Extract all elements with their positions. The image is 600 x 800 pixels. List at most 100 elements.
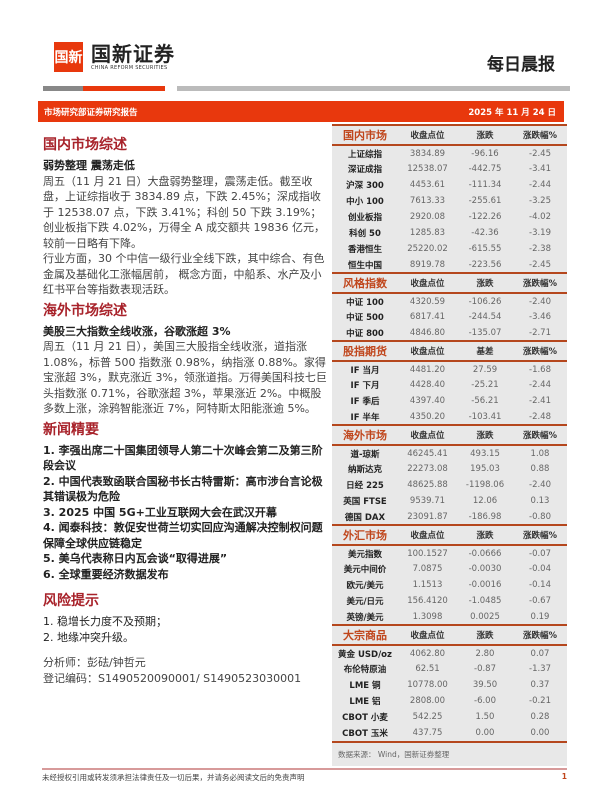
table-row: 英国 FTSE 9539.71 12.06 0.13: [332, 493, 567, 509]
cell-value: 62.51: [415, 664, 440, 674]
cell-value: 493.15: [470, 448, 500, 459]
index-name: CBOT 小麦: [342, 713, 388, 723]
table-row: 德国 DAX 23091.87 -186.98 -0.80: [332, 509, 567, 525]
news-item: 2. 中国代表致函联合国秘书长古特雷斯：高市涉台言论极其错误极为危险: [43, 474, 323, 504]
cell-value: -244.54: [468, 312, 502, 322]
index-name: 沪深 300: [346, 181, 384, 191]
cell-value: -0.04: [529, 564, 551, 574]
column-header: 涨跌: [457, 424, 513, 446]
cell-value: -96.16: [471, 148, 499, 159]
cell-value: 3834.89: [409, 148, 446, 159]
cell-value: 6817.41: [409, 312, 446, 322]
cell-value: -186.98: [468, 511, 502, 522]
section-name: 外汇市场: [332, 524, 398, 546]
index-name: 英国 FTSE: [343, 497, 387, 507]
cell-value: -2.71: [529, 327, 551, 338]
cell-value: -111.34: [468, 180, 502, 190]
news-item: 3. 2025 中国 5G+工业互联网大会在武汉开幕: [43, 505, 277, 519]
banner-label: 市场研究部证券研究报告: [44, 107, 138, 118]
cell-value: -0.21: [529, 696, 551, 706]
cell-value: 10778.00: [407, 680, 448, 690]
cell-value: 0.0025: [470, 611, 500, 622]
column-header: 涨跌幅%: [513, 524, 567, 546]
index-name: 美元中间价: [343, 565, 387, 575]
column-header: 涨跌幅%: [513, 424, 567, 446]
index-name: IF 季后: [350, 397, 380, 407]
cell-value: -2.44: [529, 180, 551, 190]
section-header-row: 大宗商品 收盘点位 涨跌 涨跌幅%: [332, 624, 567, 646]
section-name: 风格指数: [332, 272, 398, 294]
cell-value: -4.02: [529, 212, 551, 222]
column-header: 涨跌: [457, 272, 513, 294]
index-name: 中证 800: [346, 328, 384, 339]
cell-value: -1.68: [529, 364, 551, 375]
company-name: 国新证券: [91, 42, 175, 66]
section-subtitle: 弱势整理 震荡走低: [43, 159, 135, 172]
footer: 未经授权引用或转发须承担法律责任及一切后果，并请务必阅读文后的免责声明 1: [42, 772, 567, 783]
column-header: 基差: [457, 340, 513, 362]
cell-value: 0.88: [530, 464, 550, 474]
page-number: 1: [561, 772, 567, 781]
cell-value: 1.50: [475, 712, 495, 722]
paragraph: 行业方面，30 个中信一级行业全线下跌，其中综合、有色金属及基础化工涨幅居前， …: [43, 252, 325, 296]
paragraph: 周五（11 月 21 日），美国三大股指全线收涨，道指涨 1.08%，标普 50…: [43, 340, 327, 415]
cell-value: 0.37: [530, 680, 550, 690]
section-header-row: 股指期货 收盘点位 基差 涨跌幅%: [332, 340, 567, 362]
cell-value: -255.61: [468, 196, 502, 206]
section-header-row: 风格指数 收盘点位 涨跌 涨跌幅%: [332, 272, 567, 294]
cell-value: 0.00: [530, 728, 550, 738]
market-data-panel: 国内市场 收盘点位 涨跌 涨跌幅% 上证综指 3834.89 -96.16 -2.45 深证成指…: [332, 124, 567, 766]
cell-value: 2808.00: [409, 696, 446, 706]
cell-value: 4428.40: [409, 380, 446, 390]
index-name: 纳斯达克: [347, 465, 382, 475]
disclaimer: 未经授权引用或转发须承担法律责任及一切后果，并请务必阅读文后的免责声明: [42, 773, 305, 782]
cell-value: -3.25: [529, 196, 551, 206]
cell-value: -42.36: [471, 228, 499, 238]
table-row: 日经 225 48625.88 -1198.06 -2.40: [332, 477, 567, 493]
index-name: 深证成指: [347, 165, 382, 175]
section-header-row: 国内市场 收盘点位 涨跌 涨跌幅%: [332, 124, 567, 146]
column-header: 收盘点位: [398, 524, 457, 546]
table-row: LME 铝 2808.00 -6.00 -0.21: [332, 693, 567, 709]
table-row: 美元中间价 7.0875 -0.0030 -0.04: [332, 561, 567, 577]
cell-value: 156.4120: [407, 596, 448, 606]
table-row: 沪深 300 4453.61 -111.34 -2.44: [332, 177, 567, 193]
section-title: 风险提示: [43, 593, 99, 609]
table-row: 英镑/美元 1.3098 0.0025 0.19: [332, 609, 567, 625]
table-row: 上证综指 3834.89 -96.16 -2.45: [332, 145, 567, 161]
index-name: IF 半年: [350, 412, 380, 423]
section-title: 海外市场综述: [43, 302, 127, 319]
index-name: LME 铝: [349, 697, 381, 707]
cell-value: -122.26: [468, 212, 502, 222]
cell-value: -106.26: [468, 296, 502, 307]
section-title: 国内市场综述: [43, 137, 127, 153]
table-row: 科创 50 1285.83 -42.36 -3.19: [332, 225, 567, 241]
table-row: IF 季后 4397.40 -56.21 -2.41: [332, 393, 567, 409]
section-header-row: 海外市场 收盘点位 涨跌 涨跌幅%: [332, 424, 567, 446]
table-row: IF 半年 4350.20 -103.41 -2.48: [332, 409, 567, 425]
column-header: 涨跌幅%: [513, 624, 567, 646]
report-type: 每日晨报: [487, 55, 555, 75]
news-item: 4. 闻泰科技：敦促安世荷兰切实回应沟通解决控制权问题 保障全球供应链稳定: [43, 521, 323, 550]
cell-value: 39.50: [472, 680, 498, 690]
cell-value: -0.0016: [468, 580, 502, 590]
cell-value: -1.37: [529, 664, 551, 674]
table-row: 中证 100 4320.59 -106.26 -2.40: [332, 293, 567, 309]
cell-value: 4846.80: [409, 327, 446, 338]
cell-value: 1.3098: [412, 611, 443, 622]
table-row: 道-琼斯 46245.41 493.15 1.08: [332, 445, 567, 461]
cell-value: 0.13: [530, 496, 550, 506]
cell-value: 2920.08: [409, 212, 446, 222]
cell-value: -0.87: [474, 664, 496, 674]
table-row: 恒生中国 8919.78 -223.56 -2.45: [332, 257, 567, 273]
cell-value: -25.21: [471, 380, 499, 390]
cell-value: 25220.02: [407, 244, 448, 254]
cell-value: 12538.07: [407, 164, 448, 174]
section-subtitle: 美股三大指数全线收涨，谷歌涨超 3%: [43, 324, 231, 338]
cell-value: 7.0875: [412, 564, 443, 574]
cell-value: 7613.33: [409, 196, 446, 206]
cell-value: 48625.88: [407, 480, 448, 490]
cell-value: -56.21: [471, 396, 499, 406]
index-name: 道-琼斯: [350, 449, 380, 460]
table-row: 香港恒生 25220.02 -615.55 -2.38: [332, 241, 567, 257]
